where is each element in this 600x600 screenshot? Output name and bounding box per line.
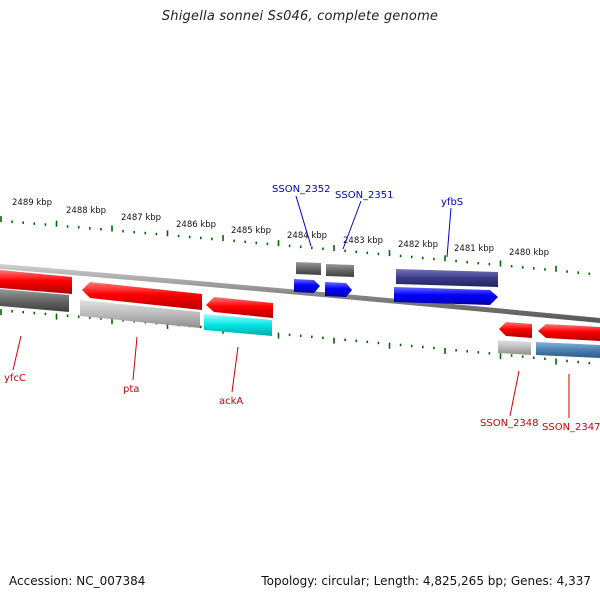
feature-acka [206, 297, 273, 318]
scale-labels: 2489 kbp 2488 kbp 2487 kbp 2486 kbp 2485… [12, 198, 549, 258]
scale-label-2486: 2486 kbp [176, 220, 216, 230]
feature-sson2347 [538, 324, 600, 341]
leader-pta [132, 336, 138, 381]
feature-yfbs-dark [396, 269, 498, 287]
label-sson2352: SSON_2352 [272, 184, 331, 195]
feature-sson2351 [325, 282, 352, 297]
feature-pta-light [80, 300, 200, 328]
map-title: Shigella sonnei Ss046, complete genome [161, 9, 439, 24]
top-scale-ticks [0, 216, 591, 275]
feature-sson2348-light [498, 340, 531, 355]
leader-yfbs [446, 207, 452, 258]
genome-backbone [0, 264, 600, 323]
label-pta: pta [123, 384, 139, 395]
scale-label-2482: 2482 kbp [398, 240, 438, 250]
forward-features [294, 262, 498, 305]
label-yfbs: yfbS [441, 197, 463, 208]
leader-sson2351 [342, 200, 362, 250]
feature-yfbs [394, 287, 498, 305]
label-leaders [12, 195, 570, 418]
leader-yfcc [12, 335, 22, 371]
reverse-features [0, 270, 600, 358]
gene-labels: SSON_2352 SSON_2351 yfbS yfcC pta ackA S… [4, 184, 600, 433]
feature-sson2347-steel [536, 342, 600, 358]
label-yfcc: yfcC [4, 373, 26, 384]
scale-label-2488: 2488 kbp [66, 206, 106, 216]
feature-yfcc [0, 270, 72, 294]
feature-acka-cyan [204, 314, 272, 336]
scale-label-2483: 2483 kbp [343, 236, 383, 246]
feature-sson2352 [294, 279, 320, 293]
feature-pta [82, 282, 202, 310]
feature-sson2348 [499, 322, 532, 338]
feature-sson2351-gray [326, 264, 354, 277]
scale-label-2487: 2487 kbp [121, 213, 161, 223]
scale-label-2480: 2480 kbp [509, 248, 549, 258]
label-sson2351: SSON_2351 [335, 190, 394, 201]
scale-label-2485: 2485 kbp [231, 226, 271, 236]
scale-label-2489: 2489 kbp [12, 198, 52, 208]
feature-yfcc-gray [0, 289, 69, 312]
leader-sson2348 [509, 370, 520, 417]
genome-stats-text: Topology: circular; Length: 4,825,265 bp… [261, 574, 591, 588]
accession-text: Accession: NC_007384 [9, 574, 146, 588]
leader-sson2352 [295, 195, 312, 247]
label-sson2347: SSON_2347 [542, 422, 600, 433]
label-sson2348: SSON_2348 [480, 418, 539, 429]
label-acka: ackA [219, 396, 243, 407]
scale-label-2484: 2484 kbp [287, 231, 327, 241]
leader-acka [231, 346, 239, 393]
scale-label-2481: 2481 kbp [454, 244, 494, 254]
bottom-scale-ticks [0, 309, 591, 365]
feature-sson2352-gray [296, 262, 321, 275]
